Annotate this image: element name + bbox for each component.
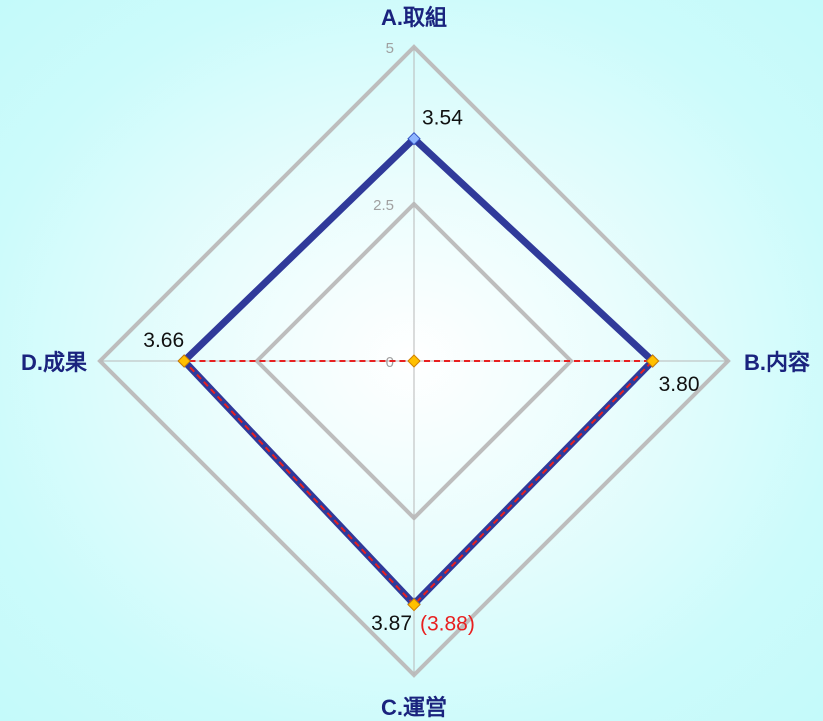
data-label-s0-2: 3.87 — [371, 612, 412, 635]
marker-s1-0 — [407, 354, 421, 368]
series-line-1 — [181, 360, 656, 607]
tick-labels: 02.55 — [373, 40, 394, 371]
data-label-s0-1: 3.80 — [659, 373, 700, 396]
axis-title-d: D.成果 — [21, 350, 87, 375]
data-labels: 3.54 3.80 3.87 3.66 (3.88) — [143, 107, 699, 636]
axis-title-b: B.内容 — [744, 350, 810, 375]
marker-s1-2 — [407, 597, 421, 612]
tick-label-1: 2.5 — [373, 197, 394, 214]
tick-label-0: 0 — [386, 354, 394, 371]
marker-s0-0 — [407, 131, 421, 146]
data-label-s0-0: 3.54 — [422, 107, 463, 130]
data-label-s0-3: 3.66 — [143, 329, 184, 352]
marker-s1-3 — [177, 354, 191, 368]
axis-title-c: C.運営 — [381, 695, 447, 720]
axis-title-a: A.取組 — [381, 5, 447, 30]
marker-s1-1 — [645, 354, 660, 368]
tick-label-2: 5 — [386, 40, 394, 57]
data-label-s1-2: (3.88) — [420, 613, 475, 636]
markers — [177, 131, 660, 612]
